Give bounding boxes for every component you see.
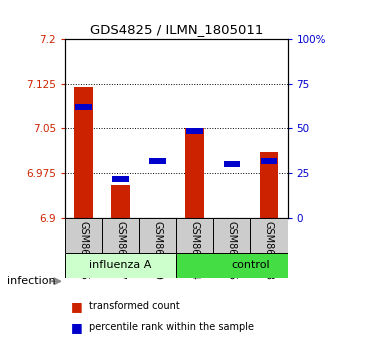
Text: GDS4825 / ILMN_1805011: GDS4825 / ILMN_1805011 [89,23,263,36]
Text: influenza A: influenza A [89,261,152,270]
Text: GSM869064: GSM869064 [190,221,200,279]
Bar [65,218,102,253]
Text: GSM869066: GSM869066 [227,221,237,279]
Text: ■: ■ [70,300,82,313]
Bar [186,129,203,134]
Bar [75,104,92,110]
Bar [223,161,240,167]
Text: GSM869067: GSM869067 [116,221,125,280]
Bar [149,158,166,164]
Text: control: control [231,261,270,270]
Bar [260,158,277,164]
Bar [139,218,176,253]
Text: GSM869069: GSM869069 [153,221,162,279]
Bar [112,176,129,182]
Bar [250,218,288,253]
Bar [176,253,288,278]
Text: percentile rank within the sample: percentile rank within the sample [89,322,254,332]
Bar [65,253,176,278]
Bar [260,152,278,218]
Bar [74,87,93,218]
Bar [176,218,213,253]
Text: GSM869068: GSM869068 [264,221,274,279]
Text: infection: infection [7,276,56,286]
Text: GSM869065: GSM869065 [79,221,88,280]
Bar [186,129,204,218]
Bar [111,185,130,218]
Text: ■: ■ [70,321,82,334]
Bar [213,218,250,253]
Text: transformed count: transformed count [89,301,180,311]
Bar [102,218,139,253]
